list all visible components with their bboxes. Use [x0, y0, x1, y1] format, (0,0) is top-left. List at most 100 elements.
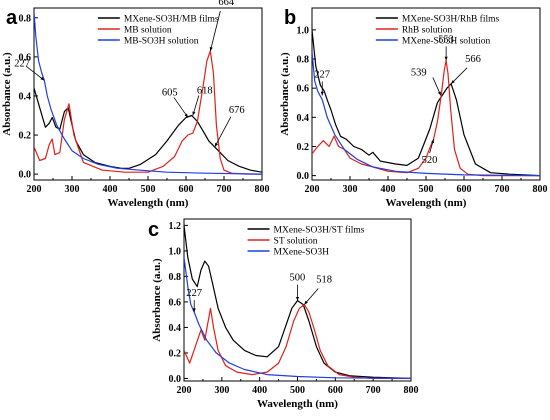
- legend-entry: MXene-SO3H: [274, 248, 330, 258]
- x-axis-label: Wavelength (nm): [257, 398, 338, 410]
- x-tick-label: 700: [366, 385, 381, 396]
- panel-label-b: b: [284, 7, 296, 29]
- x-tick-label: 500: [141, 184, 156, 195]
- y-tick-label: 0.6: [169, 297, 182, 308]
- annotation-arrow: [26, 66, 45, 81]
- y-tick-label: 0.2: [19, 131, 32, 142]
- x-tick-label: 500: [419, 184, 434, 195]
- annotation-label: 520: [422, 155, 438, 166]
- series-line-1: [312, 59, 540, 177]
- annotation-arrowhead: [192, 111, 196, 116]
- x-axis-label: Wavelength (nm): [108, 197, 189, 209]
- y-tick-label: 0.2: [297, 142, 310, 153]
- y-tick-label: 0.0: [169, 374, 182, 385]
- annotation-arrowhead: [295, 296, 300, 301]
- x-tick-label: 500: [290, 385, 305, 396]
- annotation-arrowhead: [304, 300, 308, 305]
- legend-entry: MB solution: [124, 26, 172, 36]
- series-line-0: [312, 29, 540, 177]
- legend-entry: ST solution: [274, 237, 318, 247]
- x-tick-label: 200: [305, 184, 320, 195]
- annotation-arrowhead: [431, 139, 435, 144]
- annotation-arrowhead: [320, 91, 324, 96]
- annotation-arrowhead: [214, 142, 218, 147]
- series-line-2: [184, 257, 411, 379]
- y-tick-label: 0.0: [19, 170, 32, 181]
- annotation-arrowhead: [40, 76, 45, 81]
- annotation-label: 553: [438, 34, 454, 45]
- y-tick-label: 0.2: [169, 348, 182, 359]
- annotation-arrow: [214, 116, 232, 147]
- y-tick-label: 0.4: [297, 113, 310, 124]
- y-tick-label: 0.0: [297, 171, 310, 182]
- x-tick-label: 800: [404, 385, 419, 396]
- series-line-1: [34, 50, 262, 175]
- y-tick-label: 0.4: [169, 323, 182, 334]
- x-tick-label: 200: [27, 184, 42, 195]
- panel-label-a: a: [6, 7, 18, 29]
- annotation-arrowhead: [451, 80, 455, 84]
- y-tick-label: 1.2: [169, 221, 182, 232]
- legend-entry: MXene-SO3H/RhB films: [402, 14, 500, 25]
- annotation-arrow: [173, 97, 189, 118]
- y-tick-label: 0.6: [297, 84, 310, 95]
- series-line-0: [184, 225, 411, 379]
- y-axis-label: Absorbance (a.u.): [279, 52, 291, 136]
- y-tick-label: 0.8: [297, 55, 310, 66]
- x-tick-label: 400: [103, 184, 118, 195]
- y-tick-label: 0.8: [19, 13, 32, 24]
- legend-entry: MXene-SO3H/MB films: [124, 14, 219, 25]
- annotation-label: 227: [14, 58, 30, 69]
- panel-c: c 200 300 400 500 600 700 800 0.0 0.2 0.4 0.6 0.8 1.0…: [148, 218, 419, 410]
- y-axis-label: Absorbance (a.u.): [151, 258, 163, 342]
- annotation-arrowhead: [209, 47, 213, 51]
- y-tick-label: 0.8: [169, 272, 182, 283]
- series-line-1: [184, 303, 411, 379]
- x-tick-label: 800: [533, 184, 548, 195]
- x-axis-label: Wavelength (nm): [386, 197, 467, 209]
- annotation-label: 227: [314, 69, 330, 80]
- x-tick-label: 800: [255, 184, 270, 195]
- annotation-label: 618: [197, 86, 213, 97]
- x-tick-label: 300: [214, 385, 229, 396]
- annotation-arrow: [209, 10, 221, 52]
- legend-entry: MXene-SO3H solution: [402, 37, 491, 47]
- series-line-2: [312, 51, 540, 177]
- annotation-arrowhead: [437, 91, 441, 96]
- annotation-label: 605: [162, 87, 178, 98]
- legend-entry: MXene-SO3H/ST films: [274, 225, 365, 236]
- x-tick-label: 600: [328, 385, 343, 396]
- annotation-arrowhead: [192, 308, 196, 313]
- x-tick-label: 600: [179, 184, 194, 195]
- x-tick-label: 300: [343, 184, 358, 195]
- annotation-label: 566: [465, 54, 481, 65]
- y-tick-label: 0.6: [19, 52, 32, 63]
- series-line-2: [34, 11, 262, 175]
- y-tick-label: 1.0: [297, 25, 310, 36]
- panel-label-c: c: [148, 219, 159, 241]
- x-tick-label: 400: [381, 184, 396, 195]
- x-tick-label: 700: [495, 184, 510, 195]
- legend-entry: RhB solution: [402, 26, 453, 36]
- x-tick-label: 600: [457, 184, 472, 195]
- x-tick-label: 700: [217, 184, 232, 195]
- y-tick-label: 1.0: [169, 246, 182, 257]
- x-tick-label: 400: [252, 385, 267, 396]
- annotation-arrowhead: [444, 56, 448, 61]
- panel-b: b 200 300 400 500 600 700 800 0.0 0.2 0.4 0.6 0.8 1.0…: [279, 7, 548, 209]
- y-tick-label: 0.4: [19, 91, 32, 102]
- annotation-label: 518: [316, 274, 332, 285]
- series-line-0: [34, 87, 262, 173]
- annotation-label: 664: [218, 0, 235, 8]
- annotation-label: 539: [411, 67, 427, 78]
- y-axis-label: Absorbance (a.u.): [1, 52, 13, 136]
- annotation-label: 500: [290, 273, 306, 284]
- x-tick-label: 300: [65, 184, 80, 195]
- legend-entry: MB-SO3H solution: [124, 37, 199, 47]
- x-tick-label: 200: [177, 385, 192, 396]
- annotation-arrow: [450, 67, 468, 85]
- annotation-arrowhead: [184, 113, 188, 118]
- annotation-label: 676: [229, 105, 245, 116]
- annotation-label: 227: [186, 288, 202, 299]
